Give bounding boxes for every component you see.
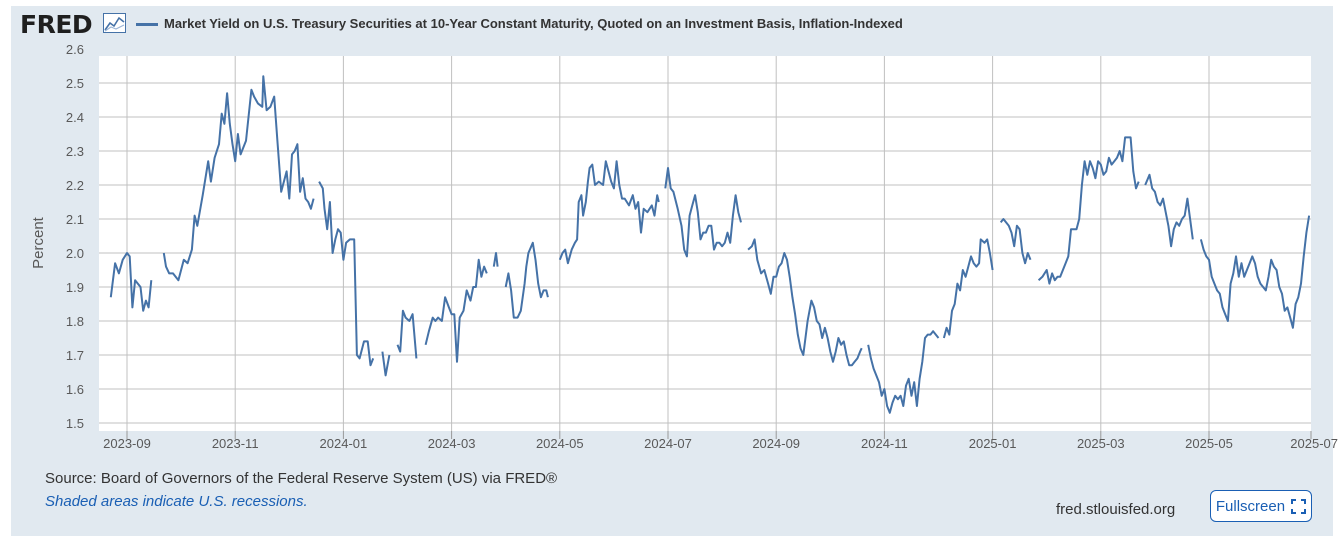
series-line-segment-16[interactable]	[1199, 215, 1311, 329]
series-line-segment-13[interactable]	[999, 218, 1032, 265]
series-line-segment-14[interactable]	[1037, 136, 1140, 285]
y-tick-label: 2.1	[66, 212, 84, 227]
fred-site-link[interactable]: fred.stlouisfed.org	[1056, 501, 1176, 518]
y-tick-label: 2.3	[66, 144, 84, 159]
y-tick-label: 2.4	[66, 110, 84, 125]
x-tick-label: 2024-01	[320, 436, 368, 451]
series-line-segment-9[interactable]	[664, 167, 742, 258]
x-axis-tick-labels: 2023-09 2023-11 2024-01 2024-03 2024-05 2024-…	[103, 436, 1338, 451]
x-axis-tick-marks	[126, 431, 1312, 439]
x-tick-label: 2024-11	[861, 436, 908, 451]
series-line-segment-0[interactable]	[109, 252, 153, 312]
fullscreen-button[interactable]: Fullscreen	[1210, 490, 1312, 522]
series-line-segment-4[interactable]	[396, 309, 418, 359]
series-line-segment-8[interactable]	[558, 160, 660, 265]
y-tick-label: 1.6	[66, 382, 84, 397]
x-tick-label: 2024-07	[644, 436, 692, 451]
series-line-segment-7[interactable]	[504, 241, 549, 319]
y-axis-tick-labels: 1.5 1.6 1.7 1.8 1.9 2.0 2.1 2.2 2.3 2.4 2.5 2.6	[66, 42, 84, 431]
x-tick-label: 2024-09	[752, 436, 800, 451]
x-tick-label: 2024-03	[428, 436, 476, 451]
fullscreen-label: Fullscreen	[1215, 497, 1286, 515]
series-line-segment-6[interactable]	[492, 252, 499, 267]
x-tick-label: 2023-11	[212, 436, 259, 451]
x-tick-label: 2023-09	[103, 436, 151, 451]
y-tick-label: 1.8	[66, 314, 84, 329]
plot-area	[99, 56, 1311, 431]
x-tick-label: 2025-05	[1185, 436, 1233, 451]
series-line-segment-3[interactable]	[381, 351, 391, 377]
x-tick-label: 2025-03	[1077, 436, 1125, 451]
series-line-segment-10[interactable]	[747, 238, 863, 367]
chart-header: FRED Market Yield on U.S. Treasury Secur…	[0, 0, 1344, 40]
y-tick-label: 1.7	[66, 348, 84, 363]
source-citation: Source: Board of Governors of the Federa…	[45, 470, 558, 487]
x-tick-label: 2025-01	[969, 436, 1017, 451]
y-tick-label: 2.0	[66, 246, 84, 261]
x-tick-label: 2024-05	[536, 436, 584, 451]
series-line-segment-15[interactable]	[1144, 173, 1194, 248]
fred-logo[interactable]: FRED	[20, 10, 93, 39]
series-line-segment-2[interactable]	[318, 181, 375, 367]
series-line-segment-5[interactable]	[424, 258, 488, 363]
x-tick-label: 2025-07	[1290, 436, 1338, 451]
y-tick-label: 2.5	[66, 76, 84, 91]
series-line-segment-1[interactable]	[162, 75, 315, 282]
legend-series-title[interactable]: Market Yield on U.S. Treasury Securities…	[164, 16, 903, 31]
y-tick-label: 1.9	[66, 280, 84, 295]
y-tick-label: 1.5	[66, 416, 84, 431]
grid-lines	[99, 56, 1311, 431]
y-tick-label: 2.2	[66, 178, 84, 193]
recession-note: Shaded areas indicate U.S. recessions.	[45, 493, 308, 510]
y-axis-title: Percent	[30, 216, 47, 269]
series-line-segment-11[interactable]	[867, 330, 940, 414]
series-line-segment-12[interactable]	[942, 238, 994, 339]
series-line-group[interactable]	[109, 75, 1311, 414]
line-chart-icon	[103, 13, 126, 33]
y-tick-label: 2.6	[66, 42, 84, 57]
expand-icon	[1291, 498, 1307, 514]
legend-line-swatch	[136, 23, 158, 26]
